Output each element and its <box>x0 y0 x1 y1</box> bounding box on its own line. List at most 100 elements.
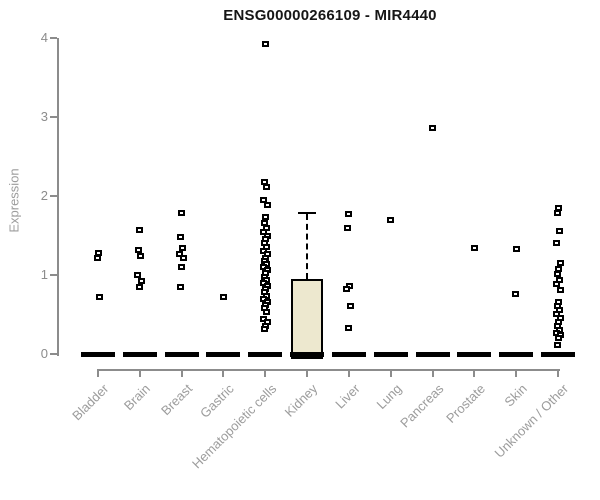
y-tick <box>50 274 57 276</box>
data-point <box>261 40 269 47</box>
median-bar <box>373 352 408 357</box>
whisker-cap <box>298 212 317 215</box>
y-tick <box>50 353 57 355</box>
data-point <box>259 295 267 302</box>
data-point <box>259 228 267 235</box>
data-point <box>179 245 187 252</box>
median-bar <box>206 352 241 357</box>
x-category-label: Bladder <box>69 381 112 424</box>
x-category-label: Skin <box>501 381 530 410</box>
x-tick <box>515 369 518 377</box>
median-bar <box>81 352 115 357</box>
data-point <box>134 272 142 278</box>
median-bar <box>457 352 492 357</box>
box <box>291 278 324 359</box>
data-point <box>176 250 184 257</box>
data-point <box>347 302 355 309</box>
x-tick <box>97 369 99 377</box>
median-bar <box>541 352 576 357</box>
data-point <box>259 279 267 286</box>
y-tick-label: 0 <box>40 346 48 361</box>
median-bar <box>164 352 199 357</box>
median-bar <box>290 352 325 357</box>
data-point <box>511 290 519 297</box>
data-point <box>556 260 564 267</box>
data-point <box>136 283 144 290</box>
x-category-label: Prostate <box>443 381 488 426</box>
data-point <box>552 310 560 317</box>
data-point <box>554 335 562 342</box>
x-tick <box>347 369 350 377</box>
data-point <box>138 278 146 285</box>
data-point <box>263 202 271 209</box>
data-point <box>259 316 267 323</box>
median-bar <box>499 352 534 357</box>
median-bar <box>331 352 366 357</box>
whisker-line <box>306 214 309 279</box>
data-point <box>553 271 561 278</box>
data-point <box>259 196 267 203</box>
data-point <box>555 227 563 234</box>
x-tick <box>138 369 141 377</box>
y-tick <box>50 195 57 197</box>
data-point <box>343 286 351 293</box>
data-point <box>429 125 437 132</box>
x-tick <box>473 369 476 377</box>
y-tick-label: 3 <box>40 109 48 124</box>
x-tick <box>222 369 225 377</box>
data-point <box>219 294 227 301</box>
data-point <box>552 239 560 246</box>
x-tick <box>264 369 267 377</box>
x-tick <box>431 369 434 377</box>
data-point <box>553 210 561 217</box>
data-point <box>552 281 560 288</box>
data-point <box>260 325 268 332</box>
x-category-label: Lung <box>373 381 405 413</box>
chart-title: ENSG00000266109 - MIR4440 <box>223 7 437 24</box>
x-tick <box>180 369 183 377</box>
data-point <box>553 341 561 348</box>
y-tick-label: 2 <box>40 188 48 203</box>
data-point <box>554 204 562 211</box>
data-point <box>178 210 186 217</box>
data-point <box>554 265 562 272</box>
data-point <box>512 245 520 252</box>
x-tick <box>557 369 560 377</box>
x-category-label: Unknown / Other <box>492 381 572 461</box>
data-point <box>93 254 101 261</box>
y-axis-line <box>57 38 59 356</box>
data-point <box>137 253 145 260</box>
data-point <box>259 248 267 255</box>
y-tick-label: 1 <box>40 267 48 282</box>
x-category-label: Pancreas <box>396 381 447 431</box>
data-point <box>262 309 270 316</box>
data-point <box>259 264 267 271</box>
data-point <box>177 283 185 290</box>
y-tick <box>50 37 57 39</box>
median-bar <box>122 352 157 357</box>
data-point <box>180 254 188 261</box>
median-bar <box>415 352 450 357</box>
data-point <box>261 213 269 220</box>
data-point <box>344 225 352 232</box>
y-tick <box>50 116 57 118</box>
x-category-label: Liver <box>331 381 363 412</box>
data-point <box>178 264 186 271</box>
x-tick <box>389 369 392 377</box>
x-category-label: Kidney <box>282 381 321 420</box>
data-point <box>177 234 185 241</box>
data-point <box>345 211 353 218</box>
data-point <box>135 246 143 253</box>
data-point <box>95 294 103 301</box>
x-tick <box>306 369 309 377</box>
data-point <box>345 324 353 331</box>
data-point <box>387 216 395 223</box>
data-point <box>262 183 270 190</box>
x-axis-line <box>97 369 561 371</box>
x-category-label: Brain <box>121 381 154 414</box>
data-point <box>136 226 144 233</box>
y-tick-label: 4 <box>40 30 48 45</box>
data-point <box>556 287 564 293</box>
x-category-label: Breast <box>158 381 196 419</box>
